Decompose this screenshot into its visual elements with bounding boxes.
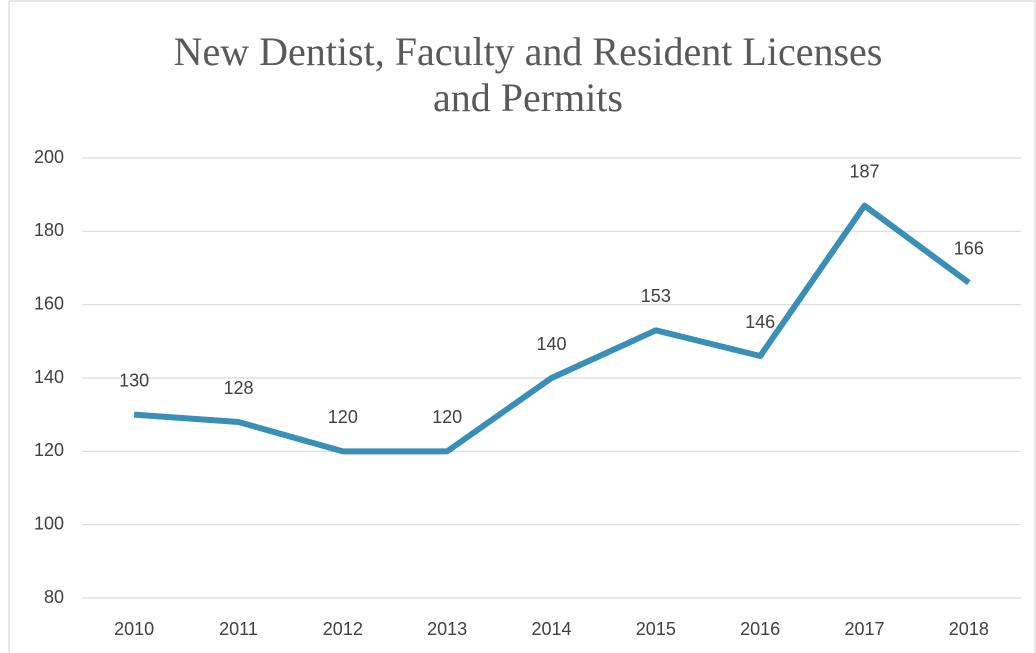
chart-title: New Dentist, Faculty and Resident Licens… bbox=[174, 29, 883, 74]
y-tick-label: 160 bbox=[34, 293, 64, 313]
x-tick-label: 2011 bbox=[219, 619, 258, 639]
x-tick-label: 2013 bbox=[427, 619, 467, 639]
data-label: 166 bbox=[954, 238, 984, 258]
chart-frame bbox=[8, 0, 1036, 653]
x-tick-label: 2017 bbox=[844, 619, 884, 639]
y-tick-label: 200 bbox=[34, 147, 64, 167]
data-label: 120 bbox=[328, 407, 358, 427]
x-tick-label: 2014 bbox=[531, 619, 571, 639]
data-label: 153 bbox=[641, 286, 671, 306]
data-label: 128 bbox=[223, 378, 253, 398]
data-label: 187 bbox=[849, 161, 879, 181]
x-tick-label: 2018 bbox=[949, 619, 989, 639]
data-label: 130 bbox=[119, 370, 149, 390]
data-label: 140 bbox=[536, 334, 566, 354]
x-tick-label: 2016 bbox=[740, 619, 780, 639]
data-line bbox=[133, 202, 971, 455]
y-tick-label: 180 bbox=[34, 220, 64, 240]
data-label: 120 bbox=[432, 407, 462, 427]
x-tick-label: 2010 bbox=[114, 619, 154, 639]
y-tick-label: 100 bbox=[34, 513, 64, 533]
y-tick-label: 120 bbox=[34, 440, 64, 460]
y-tick-label: 140 bbox=[34, 367, 64, 387]
y-tick-label: 80 bbox=[44, 587, 64, 607]
x-tick-label: 2012 bbox=[323, 619, 363, 639]
chart-title: and Permits bbox=[433, 75, 623, 120]
x-tick-label: 2015 bbox=[636, 619, 676, 639]
data-label: 146 bbox=[745, 312, 775, 332]
